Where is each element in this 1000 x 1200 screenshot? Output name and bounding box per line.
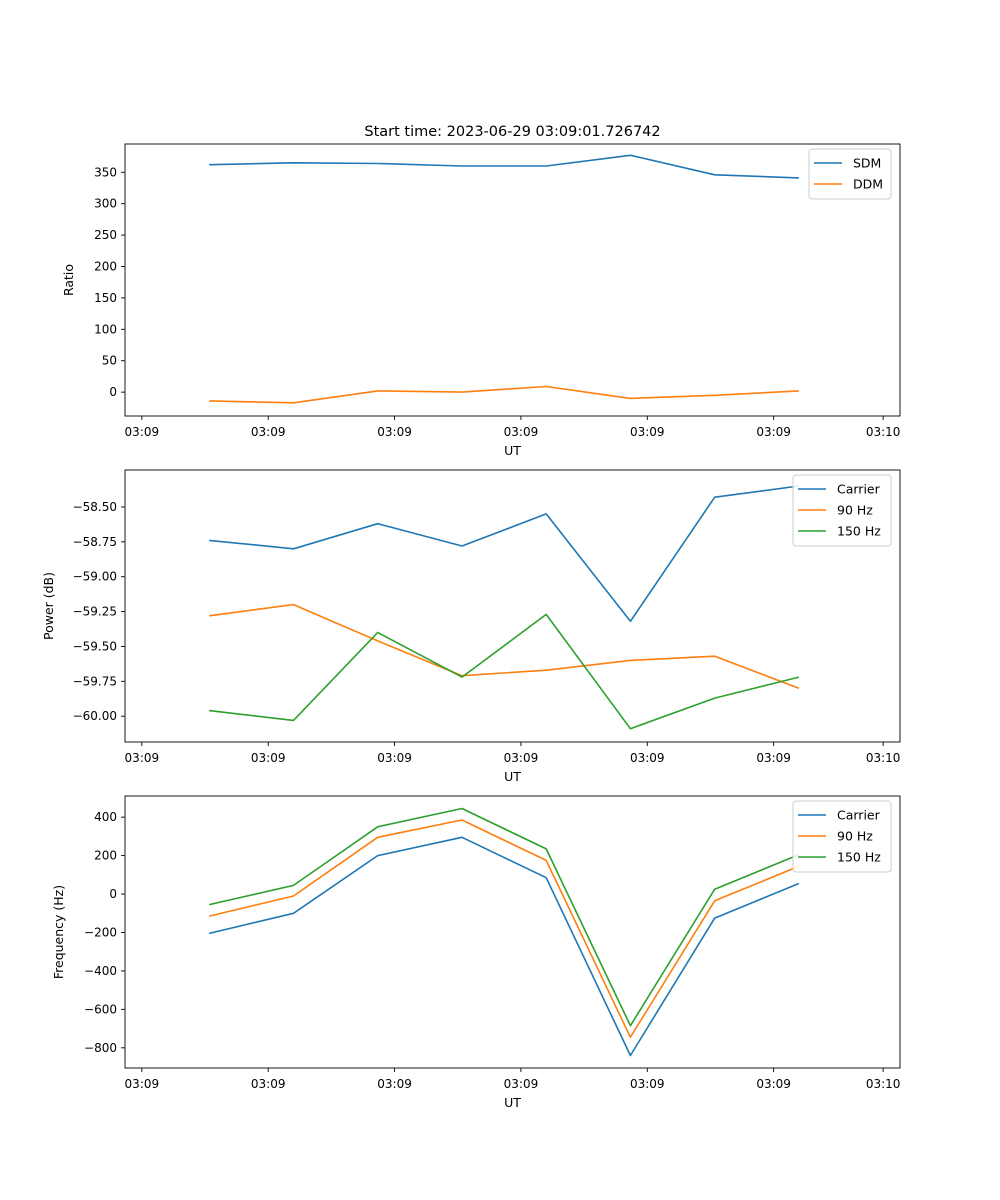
x-tick-label: 03:09: [756, 1077, 791, 1091]
subplot-3: 03:09 03:09 03:09 03:09 03:09 03:09 03:10 −800 −…: [51, 795, 901, 1110]
legend: SDM DDM: [808, 148, 892, 200]
y-tick-label: −800: [84, 1041, 117, 1055]
x-tick-label: 03:09: [504, 1077, 539, 1091]
y-tick-label: 150: [94, 291, 117, 305]
x-tick-label: 03:10: [866, 425, 901, 439]
y-tick-label: −58.75: [73, 535, 117, 549]
y-tick-label: −60.00: [73, 709, 117, 723]
series-line-ddm: [209, 385, 799, 404]
series-line-150-hz: [209, 613, 800, 730]
series-line-150-hz: [209, 807, 800, 1027]
y-tick-label: −200: [84, 925, 117, 939]
x-tick-label: 03:09: [251, 425, 286, 439]
figure-title: Start time: 2023-06-29 03:09:01.726742: [364, 124, 660, 140]
y-tick-label: −600: [84, 1002, 117, 1016]
legend-label: Carrier: [837, 808, 881, 823]
legend-label: Carrier: [837, 482, 881, 497]
axes-frame: [124, 795, 901, 1069]
y-tick-label: 350: [94, 165, 117, 179]
x-tick-label: 03:09: [504, 425, 539, 439]
y-tick-label: 200: [94, 849, 117, 863]
subplot-1: 03:09 03:09 03:09 03:09 03:09 03:09 03:10 0 50 10…: [61, 143, 901, 458]
legend-box: [808, 148, 892, 200]
y-tick-label: 50: [102, 354, 117, 368]
x-tick-label: 03:09: [504, 751, 539, 765]
y-tick-label: −59.50: [73, 639, 117, 653]
y-tick-label: 200: [94, 259, 117, 273]
y-axis-label: Power (dB): [41, 572, 56, 640]
x-tick-label: 03:09: [756, 751, 791, 765]
series-line-carrier: [209, 836, 800, 1057]
y-tick-label: 0: [109, 887, 117, 901]
x-tick-label: 03:09: [630, 1077, 665, 1091]
subplot-2: 03:09 03:09 03:09 03:09 03:09 03:09 03:10 −60.0…: [41, 469, 901, 784]
x-tick-label: 03:09: [756, 425, 791, 439]
x-tick-label: 03:09: [125, 425, 160, 439]
legend-label: 90 Hz: [837, 829, 873, 844]
x-tick-label: 03:09: [251, 1077, 286, 1091]
x-tick-label: 03:09: [251, 751, 286, 765]
legend-label: DDM: [853, 177, 883, 192]
legend-box: [792, 800, 892, 873]
legend: Carrier 90 Hz 150 Hz: [792, 474, 892, 547]
y-axis-label: Ratio: [61, 264, 76, 296]
x-tick-label: 03:09: [377, 751, 412, 765]
x-tick-label: 03:09: [377, 425, 412, 439]
x-tick-label: 03:09: [125, 751, 160, 765]
x-axis-label: UT: [504, 769, 521, 784]
subplots: 03:09 03:09 03:09 03:09 03:09 03:09 03:10 0 50 10…: [41, 143, 901, 1110]
legend-label: 150 Hz: [837, 524, 881, 539]
y-tick-label: 100: [94, 322, 117, 336]
series-line-carrier: [209, 485, 800, 623]
series-line-90-hz: [209, 819, 800, 1038]
y-axis-label: Frequency (Hz): [51, 885, 66, 979]
x-tick-label: 03:09: [377, 1077, 412, 1091]
y-tick-label: −400: [84, 964, 117, 978]
x-axis-label: UT: [504, 443, 521, 458]
legend-label: 90 Hz: [837, 503, 873, 518]
series-line-sdm: [209, 154, 799, 179]
series-line-90-hz: [209, 603, 800, 690]
y-tick-label: 250: [94, 228, 117, 242]
y-tick-label: 400: [94, 810, 117, 824]
x-tick-label: 03:10: [866, 1077, 901, 1091]
legend: Carrier 90 Hz 150 Hz: [792, 800, 892, 873]
y-tick-label: −59.75: [73, 674, 117, 688]
x-tick-label: 03:10: [866, 751, 901, 765]
legend-label: 150 Hz: [837, 850, 881, 865]
y-tick-label: 0: [109, 385, 117, 399]
y-tick-label: −59.00: [73, 570, 117, 584]
axes-frame: [124, 143, 901, 417]
x-tick-label: 03:09: [125, 1077, 160, 1091]
x-tick-label: 03:09: [630, 425, 665, 439]
x-tick-label: 03:09: [630, 751, 665, 765]
axes-frame: [124, 469, 901, 743]
y-tick-label: −59.25: [73, 605, 117, 619]
y-tick-label: 300: [94, 197, 117, 211]
legend-box: [792, 474, 892, 547]
y-tick-label: −58.50: [73, 500, 117, 514]
legend-label: SDM: [853, 156, 881, 171]
x-axis-label: UT: [504, 1095, 521, 1110]
